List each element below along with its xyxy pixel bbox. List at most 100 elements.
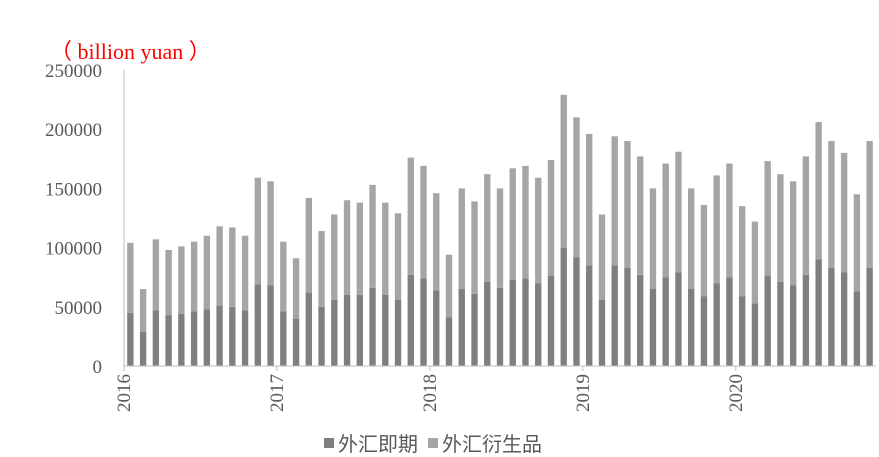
bar-derivatives bbox=[828, 141, 835, 268]
bar-derivatives bbox=[586, 133, 593, 266]
bar-derivatives bbox=[598, 214, 606, 300]
bar-derivatives bbox=[726, 163, 733, 278]
legend-swatch-derivatives bbox=[428, 437, 438, 448]
bar-spot bbox=[789, 285, 797, 366]
bar-spot bbox=[165, 315, 172, 366]
legend-item-spot: 外汇即期 bbox=[324, 428, 418, 457]
bar-spot bbox=[458, 289, 465, 366]
bar-spot bbox=[815, 259, 822, 366]
bar-derivatives bbox=[484, 174, 491, 282]
bar-derivatives bbox=[305, 197, 312, 293]
bar-derivatives bbox=[458, 188, 465, 290]
bar-spot bbox=[751, 303, 759, 366]
bar-spot bbox=[777, 281, 784, 366]
bar-derivatives bbox=[840, 152, 848, 273]
bar-spot bbox=[178, 313, 185, 366]
x-tick-label: 2018 bbox=[420, 374, 441, 412]
y-tick-label: 0 bbox=[93, 357, 103, 378]
bar-derivatives bbox=[853, 194, 861, 292]
bar-derivatives bbox=[190, 241, 198, 312]
bar-derivatives bbox=[560, 94, 567, 248]
bar-spot bbox=[828, 267, 835, 366]
x-tick-label: 2016 bbox=[114, 374, 135, 412]
bar-spot bbox=[267, 285, 274, 366]
bar-derivatives bbox=[369, 184, 376, 288]
bar-derivatives bbox=[573, 117, 580, 258]
bar-derivatives bbox=[445, 254, 453, 318]
bar-spot bbox=[420, 278, 427, 366]
bar-derivatives bbox=[331, 214, 338, 300]
bar-spot bbox=[471, 293, 478, 366]
legend-swatch-spot bbox=[324, 437, 334, 448]
y-axis: 0 50000 100000 150000 200000 250000 bbox=[45, 61, 125, 378]
bar-spot bbox=[139, 331, 147, 366]
bar-spot bbox=[509, 279, 516, 366]
bar-spot bbox=[496, 287, 504, 366]
bar-spot bbox=[547, 276, 555, 366]
bar-derivatives bbox=[637, 156, 644, 275]
bar-derivatives bbox=[547, 159, 555, 277]
bar-derivatives bbox=[624, 141, 631, 268]
bar-spot bbox=[675, 272, 682, 366]
bar-spot bbox=[216, 305, 223, 366]
bar-derivatives bbox=[713, 175, 720, 284]
bar-derivatives bbox=[343, 200, 351, 295]
y-tick-label: 150000 bbox=[45, 179, 102, 200]
bar-derivatives bbox=[229, 227, 236, 307]
unit-label: （ billion yuan ） bbox=[50, 39, 211, 64]
bar-spot bbox=[382, 294, 389, 366]
bar-spot bbox=[649, 289, 657, 366]
bar-derivatives bbox=[318, 231, 325, 307]
bar-spot bbox=[407, 274, 414, 366]
bar-derivatives bbox=[675, 151, 682, 273]
bar-spot bbox=[866, 267, 873, 366]
bar-derivatives bbox=[738, 206, 746, 297]
bar-derivatives bbox=[394, 213, 402, 300]
bar-spot bbox=[586, 265, 593, 366]
bar-derivatives bbox=[267, 181, 274, 286]
bar-derivatives bbox=[751, 221, 759, 304]
bar-spot bbox=[535, 283, 542, 366]
bar-spot bbox=[738, 296, 746, 366]
bar-spot bbox=[331, 299, 338, 366]
plot-area bbox=[127, 94, 873, 366]
bar-spot bbox=[305, 292, 312, 366]
bar-spot bbox=[637, 274, 644, 366]
bar-spot bbox=[445, 317, 453, 366]
bar-derivatives bbox=[280, 241, 287, 312]
bar-spot bbox=[254, 284, 262, 366]
bar-derivatives bbox=[496, 188, 504, 288]
bar-derivatives bbox=[139, 289, 147, 332]
bar-derivatives bbox=[178, 246, 185, 314]
bar-spot bbox=[522, 278, 529, 366]
bar-derivatives bbox=[688, 188, 695, 290]
bar-spot bbox=[152, 310, 160, 366]
y-tick-label: 200000 bbox=[45, 120, 102, 141]
legend-label-spot: 外汇即期 bbox=[338, 432, 418, 456]
bar-spot bbox=[203, 309, 211, 366]
x-axis: 2016 2017 2018 2019 2020 bbox=[114, 365, 876, 412]
bar-spot bbox=[484, 281, 491, 366]
legend: 外汇即期 外汇衍生品 bbox=[324, 428, 552, 457]
bar-spot bbox=[802, 274, 810, 366]
x-tick-label: 2017 bbox=[267, 374, 288, 412]
bar-spot bbox=[356, 294, 363, 366]
bar-derivatives bbox=[789, 181, 797, 286]
bar-derivatives bbox=[522, 165, 529, 279]
bar-spot bbox=[241, 310, 249, 366]
bar-derivatives bbox=[700, 204, 708, 297]
bar-spot bbox=[573, 257, 580, 366]
bar-spot bbox=[190, 311, 198, 366]
bar-derivatives bbox=[866, 141, 873, 268]
legend-label-derivatives: 外汇衍生品 bbox=[442, 432, 542, 456]
bar-derivatives bbox=[802, 156, 810, 275]
bar-derivatives bbox=[254, 177, 262, 285]
bar-derivatives bbox=[216, 226, 223, 306]
bar-derivatives bbox=[815, 122, 822, 260]
bar-spot bbox=[318, 306, 325, 366]
bar-spot bbox=[726, 277, 733, 366]
bar-derivatives bbox=[433, 193, 440, 291]
x-tick-label: 2020 bbox=[726, 374, 747, 412]
bar-derivatives bbox=[165, 249, 172, 316]
